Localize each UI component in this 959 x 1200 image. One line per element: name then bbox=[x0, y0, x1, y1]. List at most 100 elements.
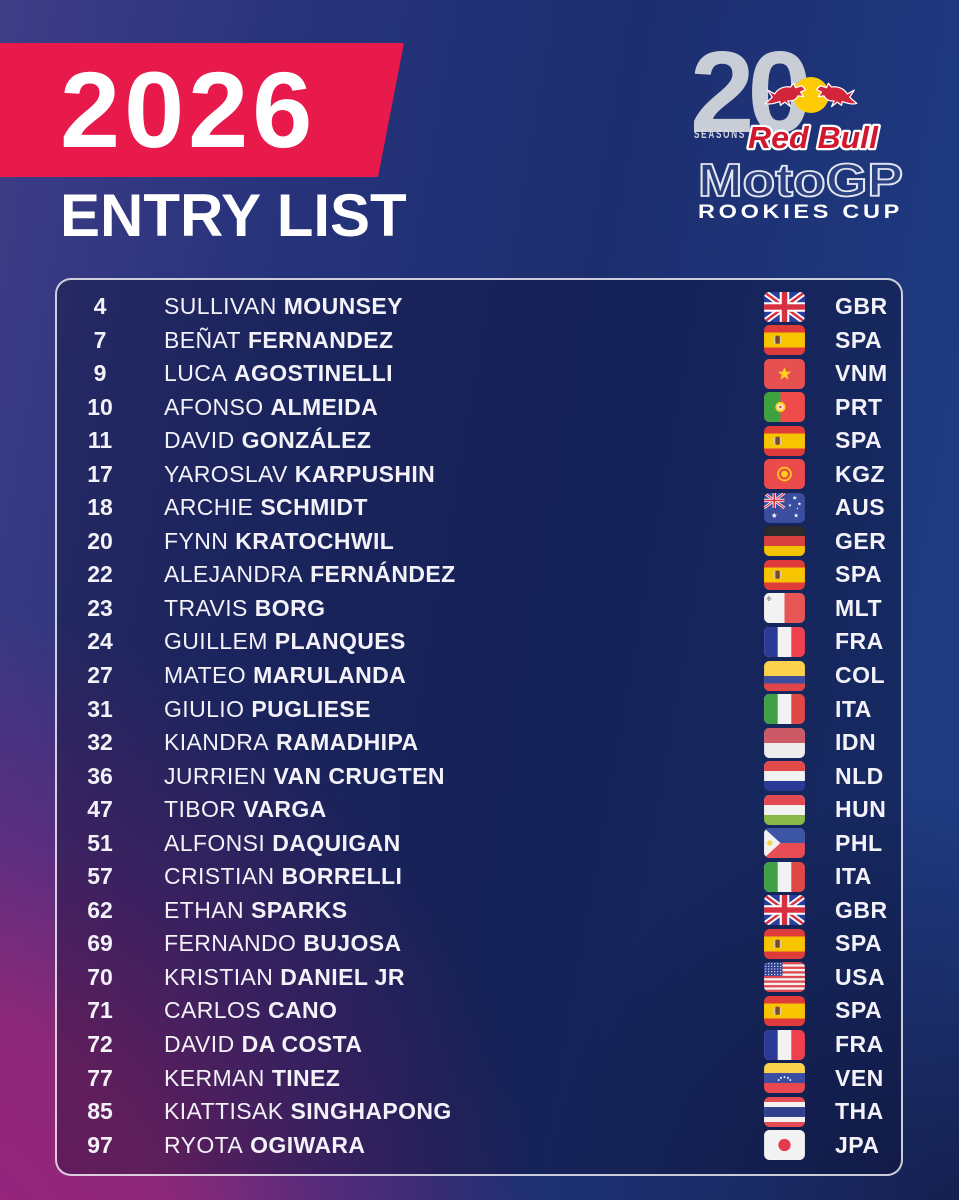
flag-phl-icon bbox=[764, 828, 805, 859]
entry-number: 72 bbox=[87, 1031, 113, 1058]
entry-number: 71 bbox=[87, 997, 113, 1024]
entry-country-code: THA bbox=[835, 1098, 884, 1125]
flag-tha-icon bbox=[764, 1096, 805, 1127]
entry-country-code: SPA bbox=[835, 427, 883, 454]
entry-first-name: KRISTIAN bbox=[164, 963, 274, 990]
entry-country-code: GBR bbox=[835, 293, 888, 319]
entry-number: 70 bbox=[87, 963, 113, 990]
flag-nld-icon bbox=[764, 761, 805, 792]
entry-first-name: CRISTIAN bbox=[164, 863, 275, 890]
entry-last-name: VAN CRUGTEN bbox=[273, 762, 445, 789]
entry-first-name: JURRIEN bbox=[164, 762, 267, 789]
entry-last-name: DANIEL JR bbox=[280, 963, 405, 990]
entry-first-name: GIULIO bbox=[164, 695, 245, 722]
entry-first-name: MATEO bbox=[164, 662, 247, 689]
entry-row: 77 KERMAN TINEZ VEN bbox=[57, 1062, 901, 1095]
entry-last-name: AGOSTINELLI bbox=[233, 360, 393, 387]
year-text: 2026 bbox=[60, 49, 317, 170]
entry-last-name: VARGA bbox=[243, 796, 327, 823]
entry-name: SULLIVAN MOUNSEY bbox=[143, 293, 764, 320]
flag-idn-icon bbox=[764, 727, 805, 758]
entry-country-code: PHL bbox=[835, 829, 883, 856]
entry-first-name: ARCHIE bbox=[164, 494, 254, 521]
entry-first-name: GUILLEM bbox=[164, 628, 268, 655]
entry-last-name: MARULANDA bbox=[253, 662, 407, 689]
entry-number: 10 bbox=[87, 393, 113, 420]
entry-first-name: FYNN bbox=[164, 527, 229, 554]
entry-row: 72 DAVID DA COSTA FRA bbox=[57, 1028, 901, 1061]
entry-last-name: FERNÁNDEZ bbox=[310, 561, 456, 588]
entry-country-code: FRA bbox=[835, 1031, 884, 1058]
entry-country-code: IDN bbox=[835, 729, 877, 756]
flag-hun-icon bbox=[764, 794, 805, 825]
entry-first-name: DAVID bbox=[164, 1031, 235, 1058]
flag-fra-icon bbox=[764, 626, 805, 657]
entry-row: 24 GUILLEM PLANQUES FRA bbox=[57, 625, 901, 658]
entry-first-name: ETHAN bbox=[164, 896, 244, 923]
entry-number: 22 bbox=[87, 561, 113, 588]
entry-last-name: TINEZ bbox=[271, 1064, 341, 1091]
flag-spa-icon bbox=[764, 995, 805, 1026]
entry-row: 4 SULLIVAN MOUNSEY GBR bbox=[57, 290, 901, 323]
entry-country-code: VEN bbox=[835, 1064, 884, 1091]
entry-name: KRISTIAN DANIEL JR bbox=[143, 964, 764, 991]
entry-row: 31 GIULIO PUGLIESE ITA bbox=[57, 693, 901, 726]
entry-first-name: LUCA bbox=[164, 360, 227, 387]
entry-name: BEÑAT FERNANDEZ bbox=[143, 327, 764, 354]
entry-row: 47 TIBOR VARGA HUN bbox=[57, 793, 901, 826]
entry-first-name: ALEJANDRA bbox=[164, 561, 304, 588]
entry-number: 51 bbox=[87, 829, 113, 856]
entry-first-name: SULLIVAN bbox=[164, 293, 277, 319]
entry-first-name: ALFONSI bbox=[164, 829, 266, 856]
entry-first-name: BEÑAT bbox=[164, 326, 241, 353]
entry-last-name: KARPUSHIN bbox=[294, 460, 436, 487]
flag-fra-icon bbox=[764, 1029, 805, 1060]
entry-list: 4 SULLIVAN MOUNSEY GBR 7 BEÑAT FERNANDEZ S… bbox=[57, 280, 901, 1174]
entry-last-name: BUJOSA bbox=[303, 930, 402, 957]
entry-number: 85 bbox=[87, 1098, 113, 1125]
entry-last-name: PUGLIESE bbox=[251, 695, 371, 722]
flag-mlt-icon bbox=[764, 593, 805, 624]
entry-country-code: ITA bbox=[835, 695, 872, 722]
entry-first-name: DAVID bbox=[164, 427, 235, 454]
entry-first-name: KIANDRA bbox=[164, 729, 270, 756]
entry-name: CARLOS CANO bbox=[143, 997, 764, 1024]
redbull-wordmark: Red Bull bbox=[748, 120, 879, 155]
entry-last-name: BORG bbox=[254, 594, 326, 621]
entry-country-code: AUS bbox=[835, 494, 886, 521]
entry-name: TIBOR VARGA bbox=[143, 796, 764, 823]
flag-prt-icon bbox=[764, 392, 805, 423]
entry-list-panel: 4 SULLIVAN MOUNSEY GBR 7 BEÑAT FERNANDEZ S… bbox=[55, 278, 903, 1176]
entry-number: 27 bbox=[87, 662, 113, 689]
entry-row: 20 FYNN KRATOCHWIL GER bbox=[57, 525, 901, 558]
entry-country-code: ITA bbox=[835, 863, 872, 890]
entry-country-code: SPA bbox=[835, 561, 883, 588]
entry-row: 9 LUCA AGOSTINELLI VNM bbox=[57, 357, 901, 390]
entry-row: 22 ALEJANDRA FERNÁNDEZ SPA bbox=[57, 558, 901, 591]
entry-first-name: TIBOR bbox=[164, 796, 237, 823]
entry-first-name: RYOTA bbox=[164, 1131, 244, 1158]
entry-row: 7 BEÑAT FERNANDEZ SPA bbox=[57, 324, 901, 357]
entry-last-name: KRATOCHWIL bbox=[235, 527, 395, 554]
entry-first-name: CARLOS bbox=[164, 997, 261, 1024]
entry-row: 97 RYOTA OGIWARA JPA bbox=[57, 1129, 901, 1162]
entry-name: FERNANDO BUJOSA bbox=[143, 930, 764, 957]
entry-country-code: SPA bbox=[835, 930, 883, 957]
entry-number: 18 bbox=[87, 494, 113, 521]
flag-kgz-icon bbox=[764, 459, 805, 490]
motogp-wordmark: MotoGP bbox=[698, 154, 903, 206]
entry-last-name: SCHMIDT bbox=[260, 494, 368, 521]
flag-spa-icon bbox=[764, 559, 805, 590]
entry-last-name: PLANQUES bbox=[274, 628, 406, 655]
entry-row: 23 TRAVIS BORG MLT bbox=[57, 592, 901, 625]
flag-gbr-icon bbox=[764, 291, 805, 322]
flag-spa-icon bbox=[764, 928, 805, 959]
entry-name: RYOTA OGIWARA bbox=[143, 1132, 764, 1159]
entry-number: 24 bbox=[87, 628, 113, 655]
redbull-bulls-icon bbox=[764, 82, 858, 108]
entry-last-name: GONZÁLEZ bbox=[241, 427, 372, 454]
entry-number: 4 bbox=[93, 293, 107, 319]
entry-name: KERMAN TINEZ bbox=[143, 1065, 764, 1092]
entry-number: 11 bbox=[87, 427, 113, 454]
entry-row: 69 FERNANDO BUJOSA SPA bbox=[57, 927, 901, 960]
